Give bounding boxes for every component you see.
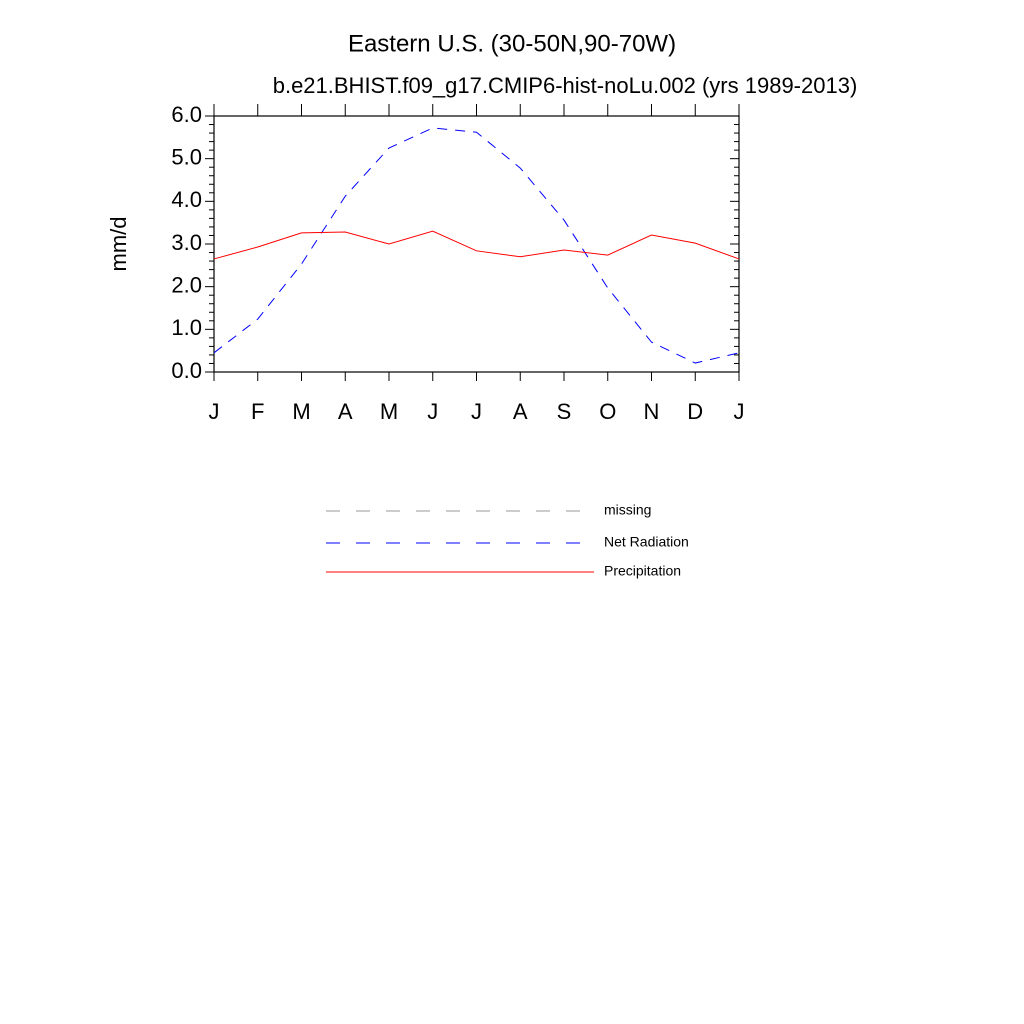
x-tick-label: S	[557, 399, 572, 424]
x-tick-label: J	[471, 399, 482, 424]
x-tick-label: J	[209, 399, 220, 424]
x-tick-label: F	[251, 399, 264, 424]
x-tick-label: M	[380, 399, 398, 424]
x-tick-label: N	[644, 399, 660, 424]
y-tick-label: 3.0	[171, 230, 202, 255]
y-tick-label: 6.0	[171, 102, 202, 127]
series-line	[213, 127, 740, 364]
legend-label: Precipitation	[604, 563, 681, 579]
x-tick-label: M	[292, 399, 310, 424]
x-tick-label: J	[427, 399, 438, 424]
x-tick-label: D	[687, 399, 703, 424]
x-tick-label: A	[513, 399, 528, 424]
plot-frame	[213, 115, 740, 373]
x-tick-label: A	[338, 399, 353, 424]
legend-label: Net Radiation	[604, 534, 689, 550]
y-axis-label: mm/d	[106, 217, 131, 272]
x-tick-label: J	[734, 399, 745, 424]
series-line	[213, 230, 740, 260]
y-tick-label: 4.0	[171, 187, 202, 212]
y-tick-label: 2.0	[171, 272, 202, 297]
chart-subtitle: b.e21.BHIST.f09_g17.CMIP6-hist-noLu.002 …	[273, 73, 858, 98]
y-tick-label: 5.0	[171, 144, 202, 169]
y-tick-label: 1.0	[171, 315, 202, 340]
x-tick-label: O	[599, 399, 616, 424]
y-tick-label: 0.0	[171, 358, 202, 383]
chart-title: Eastern U.S. (30-50N,90-70W)	[348, 30, 676, 57]
legend-label: missing	[604, 502, 651, 518]
